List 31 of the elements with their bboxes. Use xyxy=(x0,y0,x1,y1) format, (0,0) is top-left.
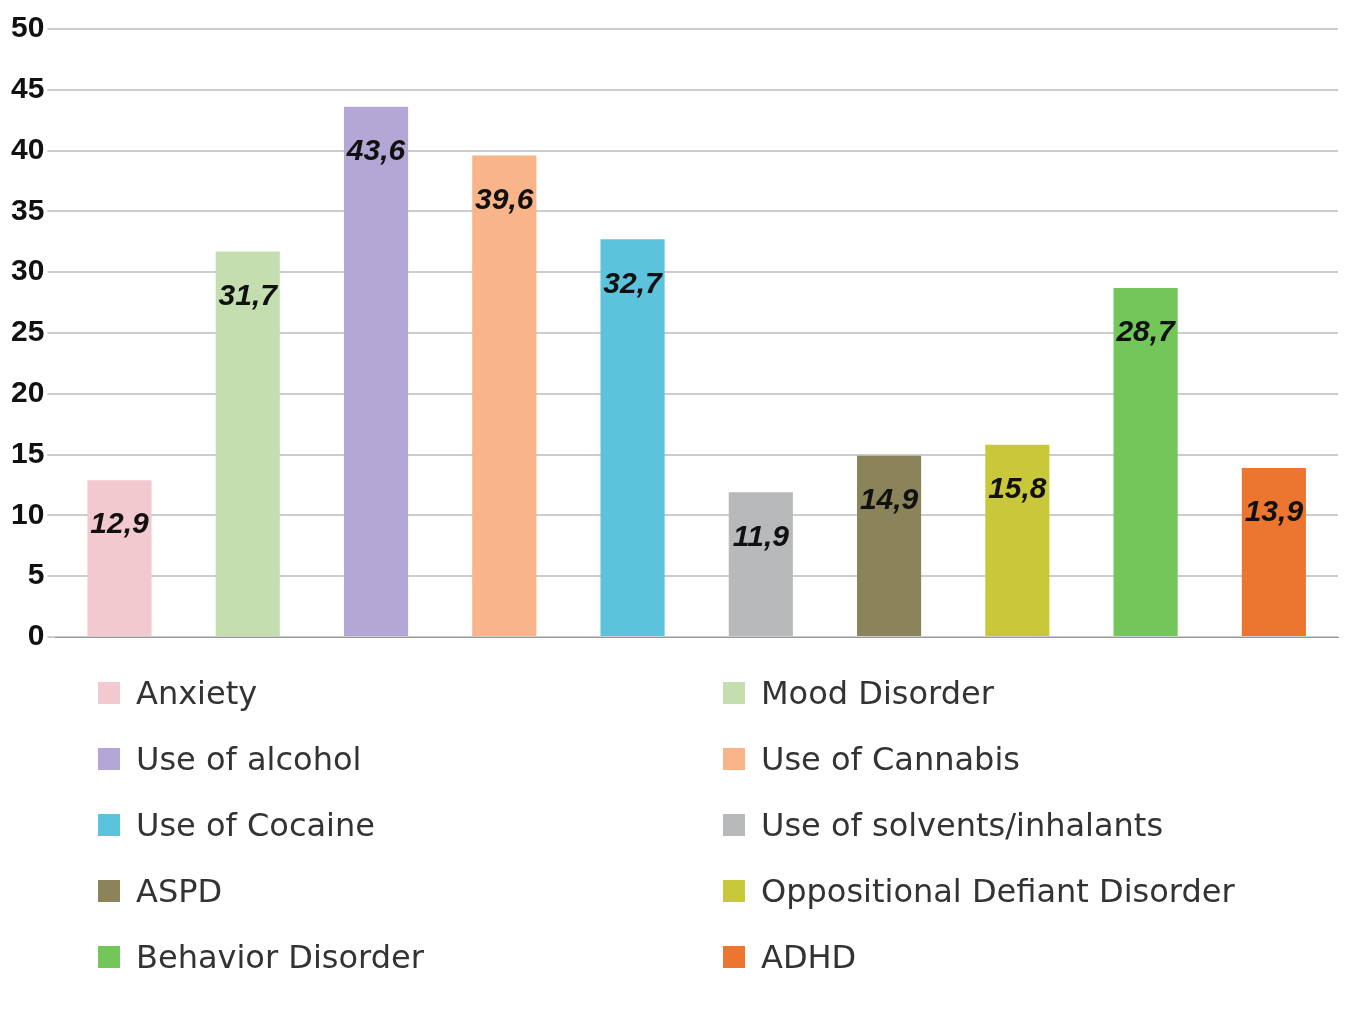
legend-label: Oppositional Defiant Disorder xyxy=(761,872,1235,910)
y-tick-label: 35 xyxy=(10,192,45,226)
data-label: 13,9 xyxy=(1244,494,1304,528)
data-label: 32,7 xyxy=(603,265,664,299)
data-label: 43,6 xyxy=(345,133,406,167)
y-tick-label: 15 xyxy=(10,435,45,469)
data-label: 39,6 xyxy=(475,181,534,215)
legend-label: ADHD xyxy=(761,938,857,976)
legend-label: Behavior Disorder xyxy=(136,938,424,976)
legend-label: Mood Disorder xyxy=(761,674,994,712)
data-label: 12,9 xyxy=(90,506,150,540)
legend-label: Use of Cannabis xyxy=(761,740,1020,778)
legend-label: Anxiety xyxy=(136,674,258,712)
data-label: 28,7 xyxy=(1115,314,1177,348)
y-tick-label: 45 xyxy=(10,71,45,105)
legend-label: Use of Cocaine xyxy=(136,806,375,844)
y-tick-label: 20 xyxy=(10,375,45,409)
y-tick-label: 10 xyxy=(10,496,45,530)
y-tick-label: 25 xyxy=(10,314,45,348)
y-tick-label: 5 xyxy=(27,557,45,591)
legend-label: ASPD xyxy=(136,872,223,910)
y-tick-label: 40 xyxy=(10,131,45,165)
data-label: 15,8 xyxy=(988,471,1047,505)
data-label: 11,9 xyxy=(732,518,790,552)
legend-label: Use of alcohol xyxy=(136,740,362,778)
y-tick-label: 30 xyxy=(10,253,45,287)
y-tick-label: 50 xyxy=(10,10,45,44)
data-label: 31,7 xyxy=(218,277,279,311)
y-tick-label: 0 xyxy=(27,618,45,652)
legend-label: Use of solvents/inhalants xyxy=(761,806,1164,844)
data-label: 14,9 xyxy=(859,482,919,516)
